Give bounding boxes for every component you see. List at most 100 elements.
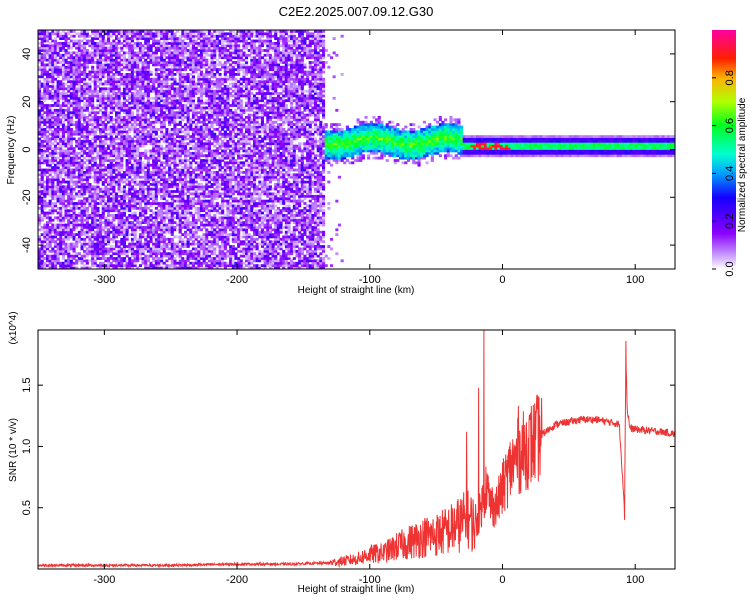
spectrogram-cell	[162, 51, 166, 55]
spectrogram-cell	[67, 249, 71, 253]
spectrogram-cell	[109, 206, 113, 210]
spectrogram-cell	[56, 197, 60, 201]
spectrogram-cell	[178, 34, 182, 38]
spectrogram-cell	[88, 183, 92, 186]
spectrogram-cell	[88, 214, 92, 217]
spectrogram-cell	[186, 77, 190, 81]
spectrogram-cell	[112, 216, 116, 220]
spectrogram-cell	[168, 106, 172, 110]
spectrogram-cell	[83, 259, 87, 263]
spectrogram-cell	[199, 183, 203, 186]
spectrogram-cell	[91, 147, 95, 150]
spectrogram-cell	[88, 249, 92, 253]
spectrogram-cell	[38, 173, 42, 177]
spectrogram-cell	[197, 61, 201, 64]
spectrogram-cell	[93, 235, 97, 239]
spectrogram-cell	[75, 39, 79, 43]
spectrogram-cell	[128, 168, 132, 172]
spectrogram-cell	[191, 39, 195, 43]
spectrogram-cell	[88, 85, 92, 88]
spectrogram-cell	[197, 101, 201, 105]
spectrogram-cell	[48, 142, 52, 146]
spectrogram-cell	[120, 125, 124, 129]
spectrogram-cell	[99, 96, 103, 100]
spectrogram-cell	[125, 233, 129, 236]
spectrogram-cell	[80, 149, 84, 153]
spectrogram-cell	[43, 32, 47, 36]
spectrogram-cell	[122, 94, 126, 98]
spectrogram-cell	[48, 34, 52, 38]
spectrogram-cell	[152, 139, 156, 143]
spectrogram-cell	[64, 142, 68, 146]
spectrogram-cell	[80, 173, 84, 177]
spectrogram-cell	[160, 178, 164, 181]
spectrogram-cell	[107, 118, 111, 122]
spectrogram-cell	[191, 32, 195, 36]
spectrogram-cell	[160, 132, 164, 136]
spectrogram-cell	[176, 223, 180, 227]
spectrogram-cell	[40, 39, 44, 43]
spectrogram-cell	[96, 228, 100, 232]
spectrogram-cell	[80, 185, 84, 189]
spectrogram-cell	[115, 82, 119, 86]
spectrogram-cell	[152, 61, 156, 64]
spectrogram-cell	[104, 223, 108, 227]
spectrogram-cell	[144, 218, 148, 222]
spectrogram-cell	[59, 218, 63, 222]
spectrogram-cell	[157, 92, 161, 95]
spectrogram-cell	[136, 116, 140, 119]
spectrogram-cell	[85, 63, 89, 67]
spectrogram-cell	[149, 46, 153, 50]
spectrogram-cell	[184, 46, 188, 50]
spectrogram-cell	[141, 190, 145, 193]
spectrogram-cell	[189, 46, 193, 50]
spectrogram-cell	[136, 113, 140, 117]
spectrogram-cell	[64, 168, 68, 172]
spectrogram-cell	[64, 216, 68, 220]
spectrogram-cell	[184, 249, 188, 253]
spectrogram-cell	[168, 178, 172, 181]
spectrogram-cell	[138, 113, 142, 117]
spectrogram-cell	[138, 70, 142, 74]
spectrogram-cell	[40, 130, 44, 134]
spectrogram-cell	[160, 221, 164, 224]
spectrogram-cell	[189, 197, 193, 201]
spectrogram-cell	[197, 257, 201, 260]
spectrogram-cell	[138, 77, 142, 81]
spectrogram-cell	[46, 237, 50, 241]
spectrogram-cell	[40, 261, 44, 265]
spectrogram-cell	[165, 230, 169, 234]
spectrogram-cell	[69, 75, 73, 79]
spectrogram-cell	[181, 118, 185, 122]
spectrogram-cell	[168, 118, 172, 122]
spectrogram-cell	[133, 194, 137, 198]
spectrogram-cell	[157, 166, 161, 169]
spectrogram-cell	[141, 104, 145, 107]
spectrogram-cell	[133, 237, 137, 241]
spectrogram-cell	[64, 137, 68, 141]
spectrogram-cell	[157, 242, 161, 246]
spectrogram-cell	[160, 82, 164, 86]
spectrogram-cell	[80, 245, 84, 248]
spectrogram-cell	[61, 197, 65, 201]
spectrogram-cell	[122, 63, 126, 67]
spectrogram-cell	[85, 87, 89, 91]
spectrogram-cell	[46, 264, 50, 267]
spectrogram-cell	[165, 128, 169, 131]
spectrogram-cell	[157, 94, 161, 98]
spectrogram-cell	[56, 185, 60, 189]
spectrogram-cell	[146, 125, 150, 129]
spectrogram-cell	[38, 106, 42, 110]
spectrogram-cell	[96, 125, 100, 129]
spectrogram-cell	[88, 118, 92, 122]
spectrogram-cell	[130, 61, 134, 64]
spectrogram-cell	[181, 226, 185, 229]
spectrogram-cell	[173, 178, 177, 181]
spectrogram-cell	[117, 211, 121, 215]
spectrogram-cell	[194, 254, 198, 258]
spectrogram-cell	[146, 130, 150, 134]
spectrogram-cell	[154, 42, 158, 45]
spectrogram-cell	[130, 99, 134, 103]
spectrogram-cell	[38, 194, 42, 198]
spectrogram-cell	[133, 139, 137, 143]
